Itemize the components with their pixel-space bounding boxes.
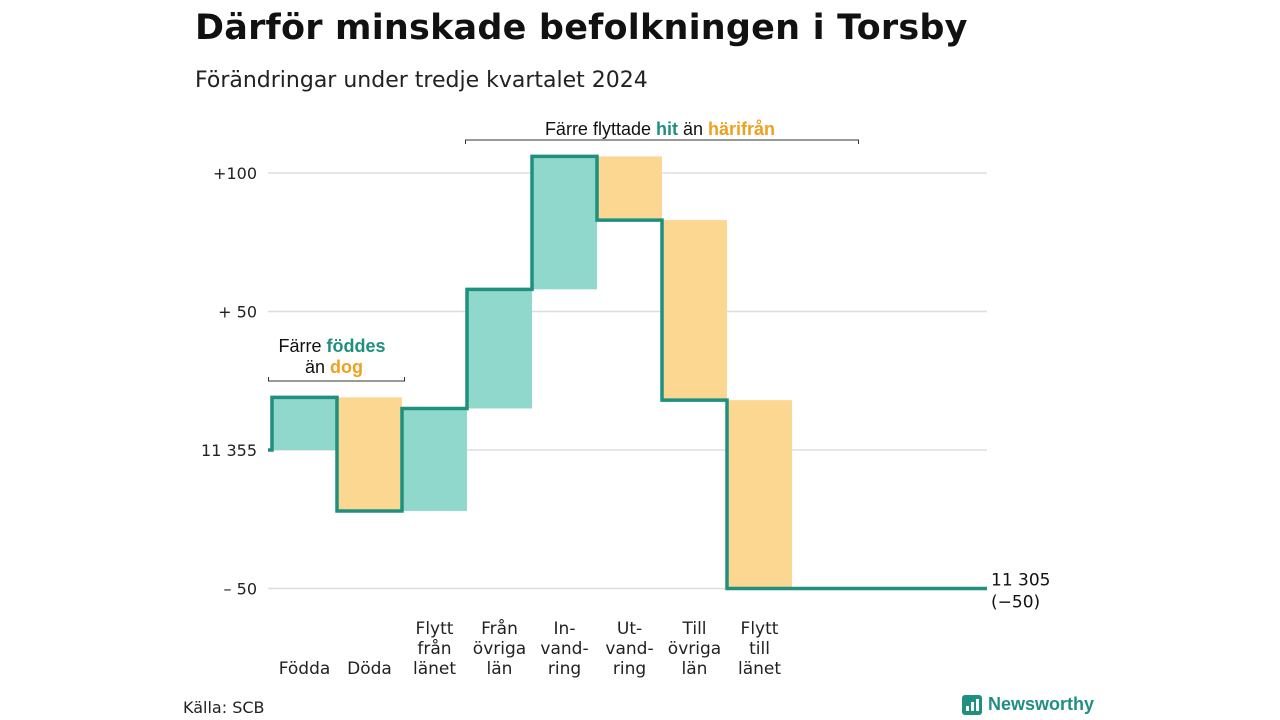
x-category-label: Födda — [279, 659, 331, 679]
x-category-label: Till — [681, 619, 706, 639]
source-note: Källa: SCB — [183, 698, 265, 717]
x-category-label: län — [682, 659, 708, 679]
x-category-label: Flytt — [416, 619, 454, 639]
annotation-text-span: dog — [330, 357, 363, 377]
end-value-label: 11 305 — [991, 571, 1050, 591]
annotation-text-span: än — [678, 119, 708, 139]
bar-6 — [662, 220, 727, 401]
x-category-label: In- — [554, 619, 576, 639]
x-category-label: länet — [413, 659, 456, 679]
bar-7 — [727, 400, 792, 589]
bar-4 — [532, 156, 597, 290]
x-category-label: län — [487, 659, 513, 679]
x-category-label: från — [417, 638, 451, 659]
x-category-label: Döda — [347, 659, 392, 679]
bar-0 — [272, 397, 337, 450]
annotation-births-deaths-line2: än dog — [305, 357, 363, 377]
bar-3 — [467, 289, 532, 409]
brand-name: Newsworthy — [988, 694, 1095, 714]
y-tick-label: +100 — [213, 164, 257, 183]
x-category-label: länet — [738, 659, 781, 679]
x-category-label: Ut- — [617, 619, 642, 639]
bar-chart-icon — [962, 694, 982, 715]
x-category-label: övriga — [473, 639, 526, 659]
chart-title: Därför minskade befolkningen i Torsby — [195, 8, 968, 48]
end-change-label: (−50) — [991, 593, 1040, 613]
annotation-text-span: Färre — [278, 336, 326, 356]
bar-5 — [597, 156, 662, 221]
annotation-migration: Färre flyttade hit än härifrån — [545, 119, 775, 139]
x-category-label: till — [749, 639, 770, 659]
y-tick-label: 11 355 — [201, 441, 257, 460]
x-category-label: vand- — [605, 639, 653, 659]
annotation-text-span: härifrån — [708, 119, 775, 139]
annotation-text-span: föddes — [327, 336, 386, 356]
x-category-label: ring — [548, 659, 581, 679]
bar-2 — [402, 408, 467, 511]
annotation-births-deaths-line1: Färre föddes — [278, 336, 385, 356]
x-category-label: Från — [481, 618, 518, 639]
newsworthy-logo: Newsworthy — [962, 694, 1094, 715]
annotation-text-span: än — [305, 357, 330, 377]
annotation-text-span: hit — [656, 119, 678, 139]
y-tick-label: – 50 — [224, 580, 257, 599]
x-category-label: ring — [613, 659, 646, 679]
annotation-text-span: Färre flyttade — [545, 119, 656, 139]
x-category-label: övriga — [668, 639, 721, 659]
cumulative-step-line — [268, 154, 987, 591]
x-category-label: Flytt — [741, 619, 779, 639]
bar-1 — [337, 397, 402, 511]
x-category-label: vand- — [540, 639, 588, 659]
y-tick-label: + 50 — [218, 303, 257, 322]
chart-subtitle: Förändringar under tredje kvartalet 2024 — [195, 68, 648, 93]
